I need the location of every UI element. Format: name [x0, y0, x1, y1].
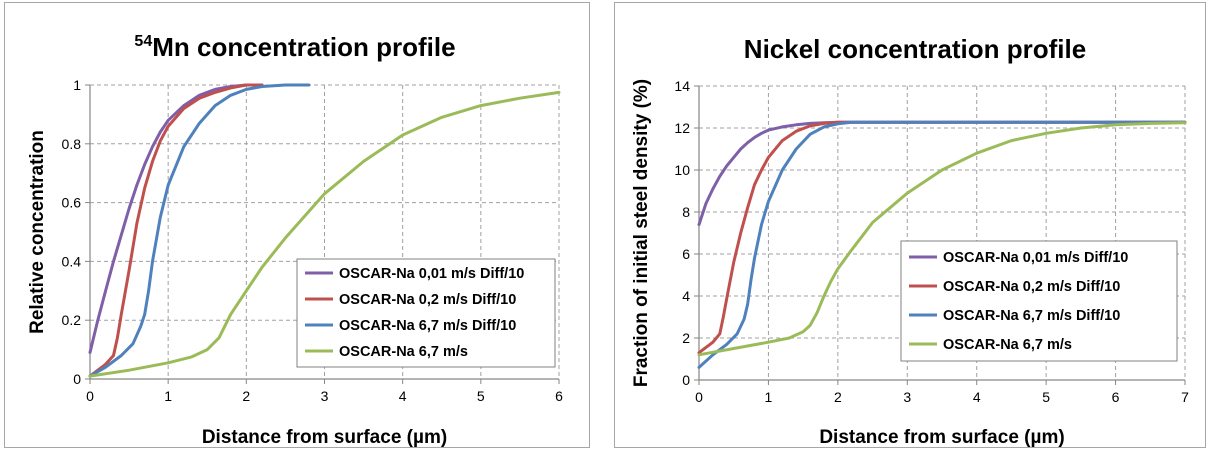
chart-legend: OSCAR-Na 0,01 m/s Diff/10 OSCAR-Na 0,2 m/… — [296, 258, 556, 368]
x-tick-label: 6 — [555, 388, 563, 404]
series-line-2 — [88, 83, 311, 378]
mn54-chart-svg: 54Mn concentration profile 0 1 2 3 4 5 6 0 0.2 0.4… — [27, 32, 563, 448]
x-tick-label: 2 — [242, 388, 250, 404]
chart-title-main: Mn concentration profile — [152, 32, 455, 62]
series-line-0 — [88, 83, 264, 354]
chart-panel-mn54: 54Mn concentration profile 0 1 2 3 4 5 6 0 0.2 0.4… — [4, 2, 590, 448]
y-tick-label: 0.6 — [62, 195, 82, 211]
x-axis-title: Distance from surface (µm) — [819, 427, 1064, 448]
legend-label: OSCAR-Na 6,7 m/s Diff/10 — [339, 318, 516, 334]
series-line-1 — [697, 120, 1187, 355]
chart-title: Nickel concentration profile — [744, 34, 1086, 64]
y-tick-label: 0.2 — [62, 312, 82, 328]
y-tick-label: 0 — [73, 371, 81, 387]
legend-box — [296, 258, 556, 368]
y-tick-label: 6 — [682, 246, 690, 262]
chart-title-superscript: 54 — [134, 33, 152, 50]
legend-box — [900, 240, 1178, 362]
chart-legend: OSCAR-Na 0,01 m/s Diff/10 OSCAR-Na 0,2 m/… — [900, 240, 1178, 362]
y-tick-label: 14 — [674, 78, 690, 94]
x-tick-label: 1 — [765, 389, 773, 405]
y-tick-label: 0.8 — [62, 136, 82, 152]
y-axis-title: Relative concentration — [27, 130, 48, 334]
x-tick-label: 7 — [1181, 389, 1189, 405]
chart-title: 54Mn concentration profile — [134, 32, 455, 62]
x-tick-label: 4 — [399, 388, 407, 404]
x-tick-label: 0 — [86, 388, 94, 404]
legend-label: OSCAR-Na 6,7 m/s — [943, 337, 1072, 353]
x-tick-label: 3 — [321, 388, 329, 404]
y-tick-label: 12 — [674, 120, 690, 136]
x-tick-label: 5 — [1042, 389, 1050, 405]
chart-panel-nickel: Nickel concentration profile 0 1 2 3 4 5 6 7 0 2 4 6… — [614, 2, 1206, 448]
x-tick-label: 2 — [834, 389, 842, 405]
x-tick-label: 5 — [477, 388, 485, 404]
y-tick-label: 0 — [682, 372, 690, 388]
y-tick-label: 0.4 — [62, 253, 82, 269]
y-tick-label: 4 — [682, 288, 690, 304]
x-axis-title: Distance from surface (µm) — [202, 427, 447, 448]
legend-label: OSCAR-Na 0,2 m/s Diff/10 — [943, 279, 1120, 295]
y-tick-label: 10 — [674, 162, 690, 178]
series-line-3 — [88, 90, 561, 378]
legend-label: OSCAR-Na 0,01 m/s Diff/10 — [339, 266, 524, 282]
y-tick-label: 8 — [682, 204, 690, 220]
legend-label: OSCAR-Na 6,7 m/s Diff/10 — [943, 308, 1120, 324]
series-line-3 — [697, 121, 1187, 357]
y-tick-label: 2 — [682, 330, 690, 346]
x-tick-label: 0 — [695, 389, 703, 405]
legend-label: OSCAR-Na 0,2 m/s Diff/10 — [339, 292, 516, 308]
series-line-1 — [88, 83, 264, 378]
series-line-2 — [697, 120, 1187, 369]
y-axis-title: Fraction of initial steel density (%) — [631, 79, 652, 387]
legend-label: OSCAR-Na 0,01 m/s Diff/10 — [943, 250, 1128, 266]
x-tick-label: 1 — [164, 388, 172, 404]
x-tick-label: 3 — [903, 389, 911, 405]
series-line-0 — [697, 120, 1187, 227]
x-tick-label: 6 — [1112, 389, 1120, 405]
legend-label: OSCAR-Na 6,7 m/s — [339, 344, 468, 360]
x-tick-label: 4 — [973, 389, 981, 405]
y-tick-label: 1 — [73, 77, 81, 93]
